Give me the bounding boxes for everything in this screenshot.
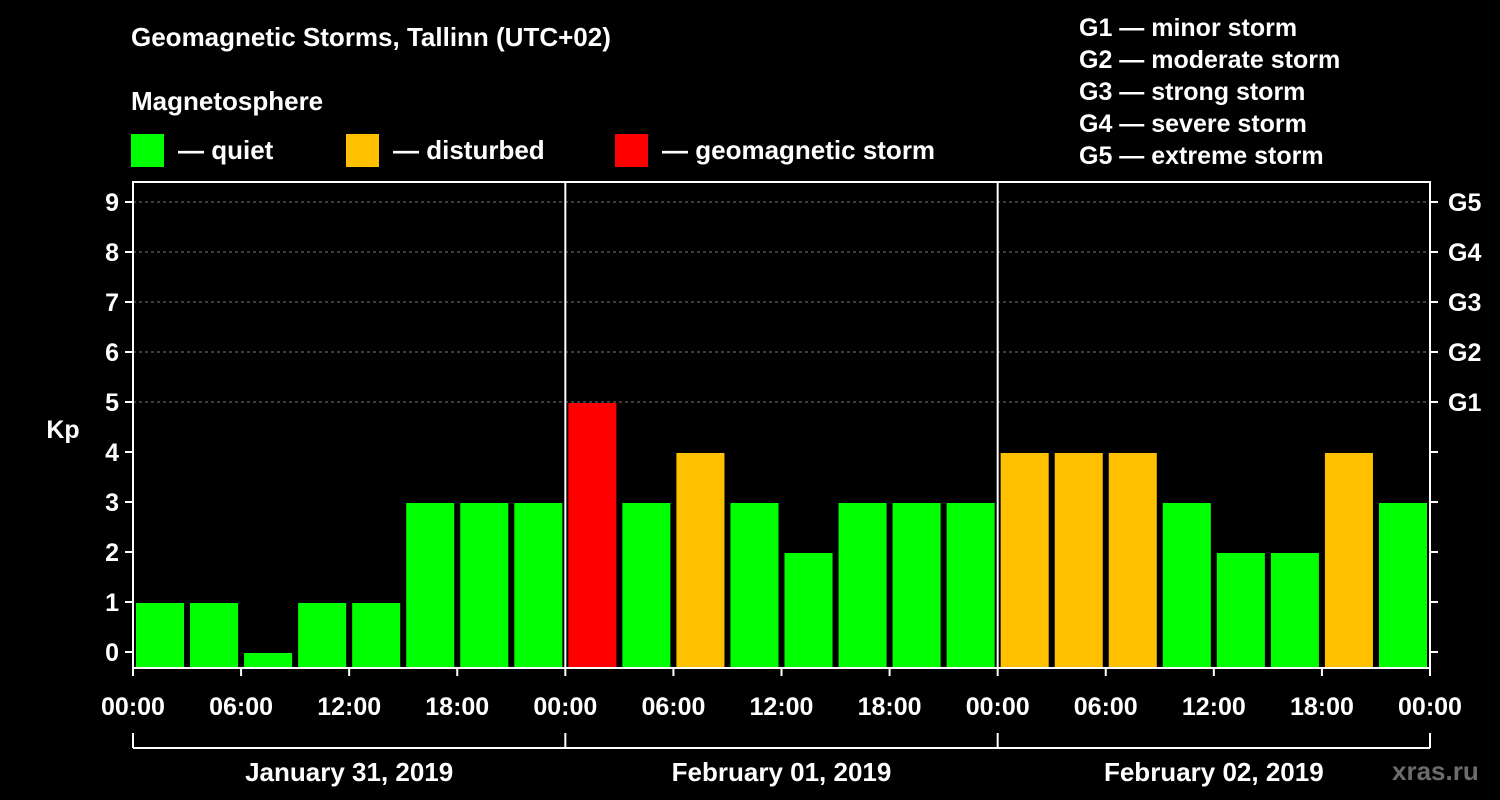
storm-scale-label: G4 (1448, 239, 1481, 267)
kp-bar (1108, 453, 1157, 668)
legend-swatch-quiet (131, 133, 164, 167)
x-tick-label: 18:00 (858, 693, 922, 721)
legend-item-quiet: — quiet (131, 133, 273, 167)
y-tick-label: 9 (105, 189, 119, 217)
x-tick-label: 06:00 (209, 693, 273, 721)
kp-bar (1416, 503, 1427, 668)
kp-bar (1270, 553, 1319, 668)
storm-level-g1: G1 — minor storm (1079, 14, 1298, 42)
legend-title: Magnetosphere (131, 86, 324, 116)
y-tick-label: 7 (105, 289, 119, 317)
kp-bar (568, 403, 617, 668)
date-label: January 31, 2019 (245, 757, 453, 787)
y-tick-label: 6 (105, 339, 119, 367)
legend-swatch-storm (615, 133, 648, 167)
storm-level-g3: G3 — strong storm (1079, 78, 1306, 106)
x-tick-label: 18:00 (1290, 693, 1354, 721)
kp-bar (1000, 453, 1049, 668)
chart-title: Geomagnetic Storms, Tallinn (UTC+02) (131, 22, 611, 52)
kp-bar (1324, 453, 1373, 668)
y-tick-label: 0 (105, 639, 119, 667)
storm-level-g5: G5 — extreme storm (1079, 142, 1324, 170)
kp-bar (730, 503, 779, 668)
x-tick-label: 06:00 (1074, 693, 1138, 721)
y-tick-label: 8 (105, 239, 119, 267)
kp-bar (298, 603, 347, 668)
kp-bar (1216, 553, 1265, 668)
storm-scale-label: G2 (1448, 339, 1481, 367)
storm-scale-label: G1 (1448, 389, 1481, 417)
kp-bar (892, 503, 941, 668)
kp-bar (136, 603, 185, 668)
y-axis-label: Kp (46, 416, 79, 444)
y-tick-label: 3 (105, 489, 119, 517)
date-label: February 01, 2019 (672, 757, 892, 787)
kp-bar (190, 603, 239, 668)
kp-bar (946, 503, 995, 668)
kp-bar (676, 453, 725, 668)
kp-bar (1162, 503, 1211, 668)
storm-level-g2: G2 — moderate storm (1079, 46, 1341, 74)
date-label: February 02, 2019 (1104, 757, 1324, 787)
kp-bar (622, 503, 671, 668)
legend-swatch-disturbed (346, 133, 379, 167)
y-tick-label: 4 (105, 439, 119, 467)
storm-level-g4: G4 — severe storm (1079, 110, 1307, 138)
storm-scale-label: G5 (1448, 189, 1481, 217)
y-tick-label: 5 (105, 389, 119, 417)
x-tick-label: 00:00 (1398, 693, 1462, 721)
x-tick-label: 12:00 (1182, 693, 1246, 721)
kp-bar (1054, 453, 1103, 668)
kp-bar (406, 503, 455, 668)
kp-bar (784, 553, 833, 668)
x-tick-label: 06:00 (641, 693, 705, 721)
y-tick-label: 1 (105, 589, 119, 617)
storm-scale-label: G3 (1448, 289, 1481, 317)
x-tick-label: 12:00 (750, 693, 814, 721)
kp-bar (244, 653, 293, 668)
legend-label-storm: — geomagnetic storm (662, 134, 936, 165)
legend-label-quiet: — quiet (178, 134, 274, 165)
kp-bar (514, 503, 563, 668)
legend-item-disturbed: — disturbed (346, 133, 545, 167)
x-tick-label: 00:00 (101, 693, 165, 721)
x-tick-label: 12:00 (317, 693, 381, 721)
x-tick-label: 18:00 (425, 693, 489, 721)
watermark: xras.ru (1392, 756, 1479, 786)
legend-item-storm: — geomagnetic storm (615, 133, 935, 167)
y-tick-label: 2 (105, 539, 119, 567)
x-tick-label: 00:00 (533, 693, 597, 721)
kp-bar (460, 503, 509, 668)
kp-bar (352, 603, 401, 668)
kp-bar (838, 503, 887, 668)
legend-label-disturbed: — disturbed (393, 134, 545, 165)
x-tick-label: 00:00 (966, 693, 1030, 721)
